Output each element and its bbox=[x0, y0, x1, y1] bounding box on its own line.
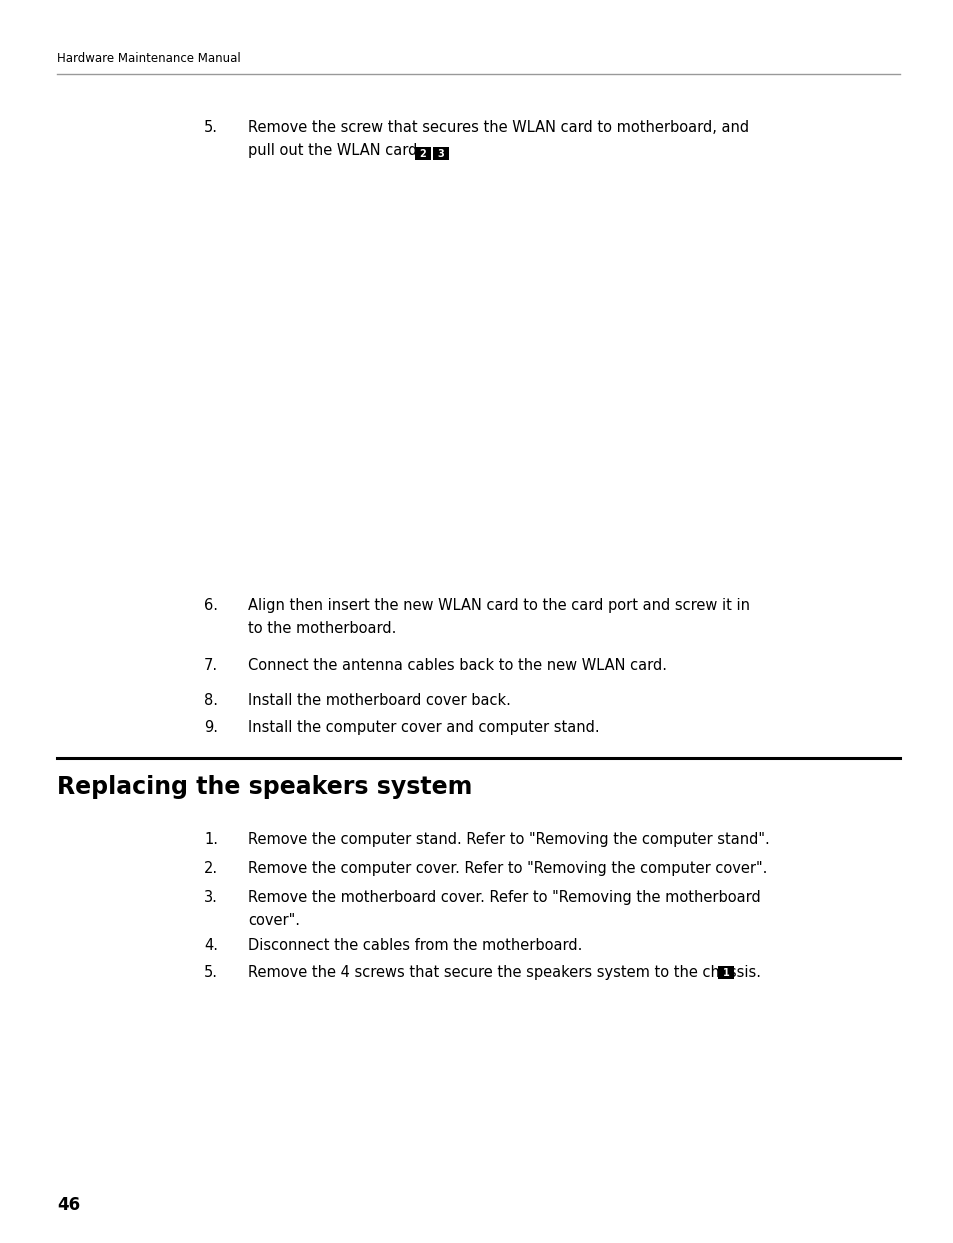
FancyBboxPatch shape bbox=[718, 966, 733, 979]
FancyBboxPatch shape bbox=[415, 147, 431, 160]
Text: 5.: 5. bbox=[204, 965, 218, 979]
Text: to the motherboard.: to the motherboard. bbox=[248, 622, 395, 636]
Text: 3.: 3. bbox=[204, 890, 218, 905]
Text: 3: 3 bbox=[437, 148, 444, 159]
Text: Connect the antenna cables back to the new WLAN card.: Connect the antenna cables back to the n… bbox=[248, 658, 666, 672]
Text: 2.: 2. bbox=[204, 861, 218, 876]
Text: Remove the computer stand. Refer to "Removing the computer stand".: Remove the computer stand. Refer to "Rem… bbox=[248, 832, 769, 846]
Text: 1: 1 bbox=[721, 967, 729, 977]
FancyBboxPatch shape bbox=[254, 175, 899, 576]
Text: 4.: 4. bbox=[204, 938, 218, 953]
Text: Align then insert the new WLAN card to the card port and screw it in: Align then insert the new WLAN card to t… bbox=[248, 598, 749, 613]
Text: Remove the motherboard cover. Refer to "Removing the motherboard: Remove the motherboard cover. Refer to "… bbox=[248, 890, 760, 905]
FancyBboxPatch shape bbox=[433, 147, 449, 160]
Text: 46: 46 bbox=[57, 1196, 80, 1214]
Text: Remove the screw that secures the WLAN card to motherboard, and: Remove the screw that secures the WLAN c… bbox=[248, 121, 748, 135]
Text: 5.: 5. bbox=[204, 121, 218, 135]
Text: Replacing the speakers system: Replacing the speakers system bbox=[57, 774, 472, 799]
Text: 7.: 7. bbox=[204, 658, 218, 672]
Text: Hardware Maintenance Manual: Hardware Maintenance Manual bbox=[57, 52, 240, 65]
Text: Disconnect the cables from the motherboard.: Disconnect the cables from the motherboa… bbox=[248, 938, 581, 953]
Text: Install the motherboard cover back.: Install the motherboard cover back. bbox=[248, 694, 511, 709]
Text: 6.: 6. bbox=[204, 598, 218, 613]
Text: 2: 2 bbox=[419, 148, 426, 159]
Text: 9.: 9. bbox=[204, 720, 218, 735]
Text: Remove the 4 screws that secure the speakers system to the chassis.: Remove the 4 screws that secure the spea… bbox=[248, 965, 760, 979]
Text: 8.: 8. bbox=[204, 694, 218, 709]
Text: pull out the WLAN card.: pull out the WLAN card. bbox=[248, 143, 421, 158]
Text: cover".: cover". bbox=[248, 914, 299, 929]
Text: 1.: 1. bbox=[204, 832, 218, 846]
Text: Remove the computer cover. Refer to "Removing the computer cover".: Remove the computer cover. Refer to "Rem… bbox=[248, 861, 766, 876]
Text: Install the computer cover and computer stand.: Install the computer cover and computer … bbox=[248, 720, 599, 735]
